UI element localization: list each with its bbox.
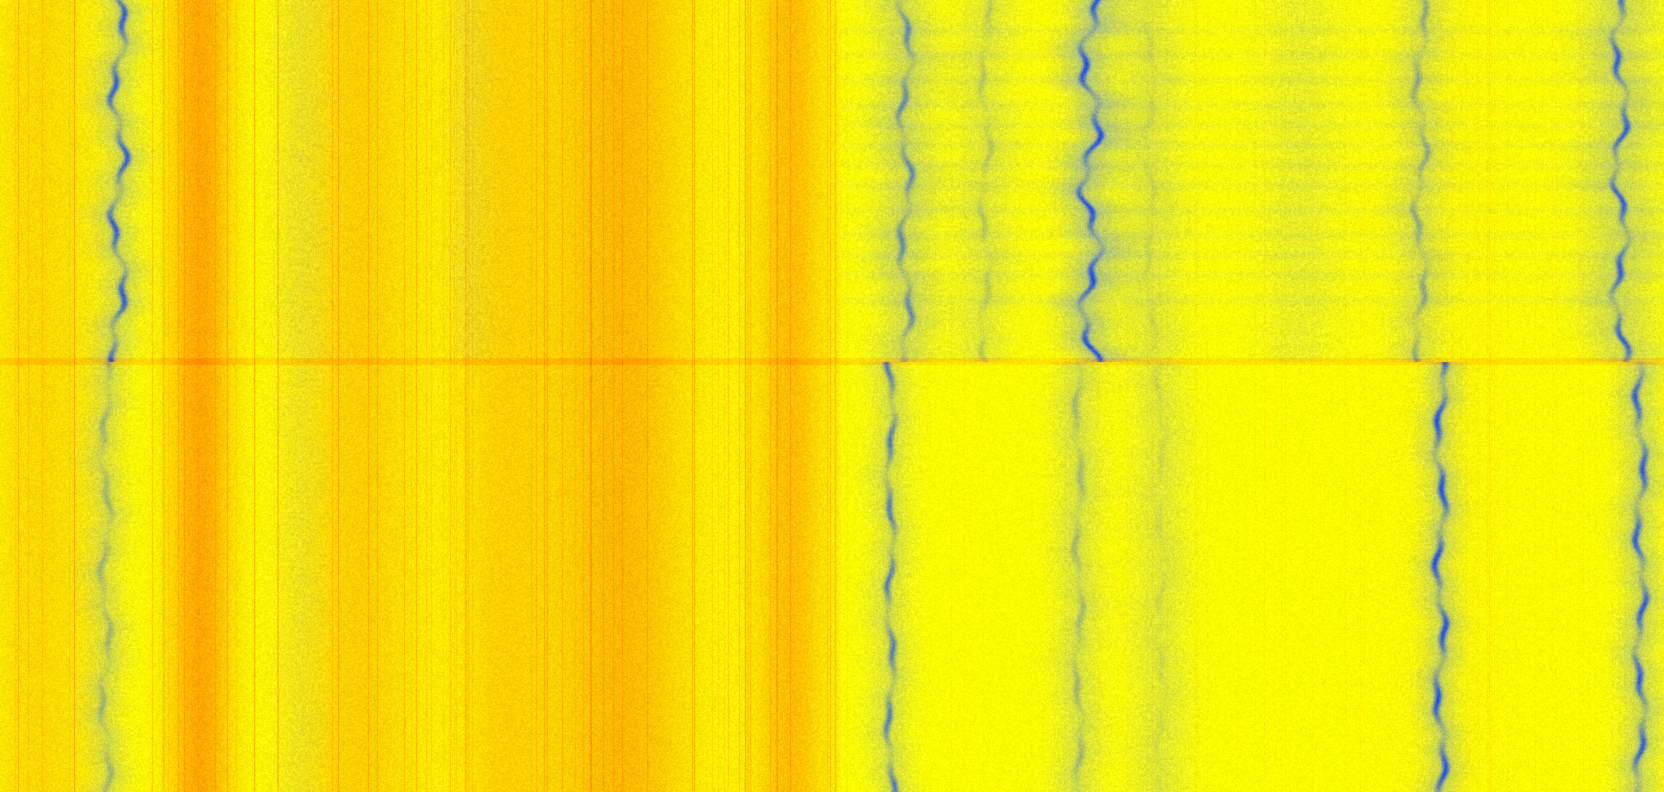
waterfall-canvas [0, 0, 1664, 792]
spectrogram-view [0, 0, 1664, 792]
